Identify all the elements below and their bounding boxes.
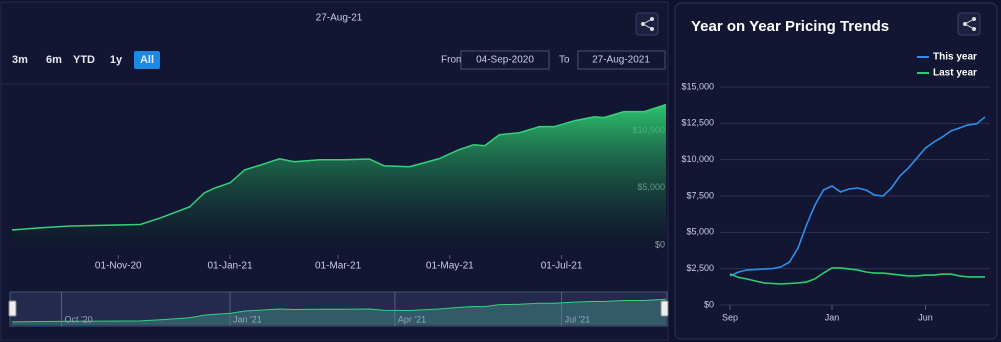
series-line — [729, 116, 986, 277]
y-tick-label: $0 — [704, 299, 714, 309]
from-label: From — [441, 55, 464, 66]
y-tick-label: $2,500 — [686, 263, 714, 273]
to-input[interactable] — [577, 50, 666, 70]
y-tick-label: $12,500 — [681, 118, 714, 128]
y-tick-label: $15,000 — [681, 81, 714, 91]
navigator-handle[interactable] — [660, 300, 669, 317]
x-tick-label: Sep — [722, 312, 738, 322]
navigator-tick-label: Apr '21 — [398, 314, 426, 324]
y-tick-label: $7,500 — [686, 190, 714, 200]
navigator-handle[interactable] — [8, 300, 17, 317]
navigator-tick-label: Jul '21 — [565, 314, 591, 324]
legend-label[interactable]: Last year — [933, 68, 977, 79]
navigator-area — [12, 299, 666, 325]
range-button-bg[interactable] — [134, 51, 160, 69]
navigator-tick-label: Oct '20 — [64, 314, 92, 324]
from-input[interactable] — [460, 50, 550, 70]
chart-title: 27-Aug-21 — [316, 13, 363, 24]
to-label: To — [559, 55, 570, 66]
navigator-tick-label: Jan '21 — [233, 314, 262, 324]
area-line — [11, 103, 667, 231]
x-tick-label: Jan — [825, 312, 840, 322]
x-tick-label: 01-Jan-21 — [207, 261, 252, 272]
range-button[interactable]: All — [140, 54, 154, 66]
range-button[interactable]: 3m — [12, 54, 28, 66]
chart-title: Year on Year Pricing Trends — [691, 18, 889, 35]
y-tick-label: $10,000 — [681, 154, 714, 164]
range-button[interactable]: 1y — [110, 54, 123, 66]
share-button[interactable] — [957, 12, 981, 36]
x-tick-label: 01-Nov-20 — [95, 261, 142, 272]
x-tick-label: Jun — [918, 312, 933, 322]
range-button[interactable]: YTD — [73, 54, 95, 66]
from-value[interactable]: 04-Sep-2020 — [476, 55, 534, 66]
to-value[interactable]: 27-Aug-2021 — [592, 55, 650, 66]
legend-label[interactable]: This year — [933, 52, 977, 63]
x-tick-label: 01-May-21 — [426, 261, 474, 272]
x-tick-label: 01-Jul-21 — [541, 261, 583, 272]
y-tick-label: $5,000 — [686, 227, 714, 237]
share-button[interactable] — [635, 12, 659, 36]
series-line — [729, 267, 985, 285]
range-button[interactable]: 6m — [46, 54, 62, 66]
area-fill — [12, 104, 666, 247]
x-tick-label: 01-Mar-21 — [315, 261, 362, 272]
navigator-line — [11, 298, 667, 323]
